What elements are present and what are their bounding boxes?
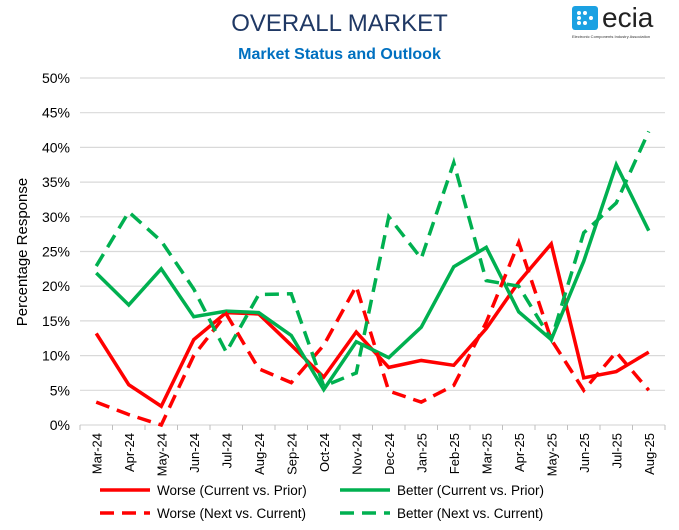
chart-title: OVERALL MARKET: [231, 10, 448, 37]
x-tick-label: Oct-24: [317, 433, 332, 472]
y-axis-label: Percentage Response: [14, 178, 31, 326]
legend-label: Worse (Current vs. Prior): [157, 483, 307, 498]
y-tick-label: 45%: [42, 105, 70, 121]
y-tick-label: 35%: [42, 174, 70, 190]
legend-label: Worse (Next vs. Current): [157, 506, 306, 521]
y-tick-label: 50%: [42, 70, 70, 86]
x-tick-label: Jun-24: [187, 433, 202, 473]
y-tick-label: 40%: [42, 139, 70, 155]
x-tick-label: Feb-25: [447, 433, 462, 474]
legend-label: Better (Current vs. Prior): [397, 483, 544, 498]
x-tick-label: May-24: [154, 433, 169, 476]
x-tick-label: Dec-24: [382, 433, 397, 475]
y-tick-label: 5%: [50, 382, 70, 398]
x-tick-label: Aug-24: [252, 433, 267, 475]
x-tick-label: Jul-25: [609, 433, 624, 468]
ecia-logo-mark-icon: [572, 6, 598, 30]
y-tick-label: 30%: [42, 209, 70, 225]
y-tick-label: 25%: [42, 244, 70, 260]
chart-subtitle: Market Status and Outlook: [238, 46, 441, 63]
x-tick-label: Aug-25: [642, 433, 657, 475]
ecia-logo: ecia Electronic Components Industry Asso…: [572, 2, 677, 40]
y-tick-label: 10%: [42, 348, 70, 364]
series-line-better-next-vs-current: [94, 130, 651, 389]
y-tick-label: 0%: [50, 417, 70, 433]
logo-tagline: Electronic Components Industry Associati…: [572, 34, 651, 39]
x-tick-label: Jun-25: [577, 433, 592, 473]
x-tick-label: Apr-25: [512, 433, 527, 472]
x-tick-label: Apr-24: [122, 433, 137, 472]
series-line-worse-next-vs-current: [95, 237, 651, 428]
legend-label: Better (Next vs. Current): [397, 506, 543, 521]
logo-text: ecia: [602, 2, 654, 33]
x-tick-label: Jan-25: [414, 433, 429, 473]
x-tick-label: Mar-24: [89, 433, 104, 474]
y-tick-label: 15%: [42, 313, 70, 329]
x-tick-label: May-25: [544, 433, 559, 476]
x-tick-label: Mar-25: [479, 433, 494, 474]
x-tick-label: Sep-24: [284, 433, 299, 475]
x-tick-label: Jul-24: [219, 433, 234, 468]
y-tick-label: 20%: [42, 278, 70, 294]
x-tick-label: Nov-24: [349, 433, 364, 475]
